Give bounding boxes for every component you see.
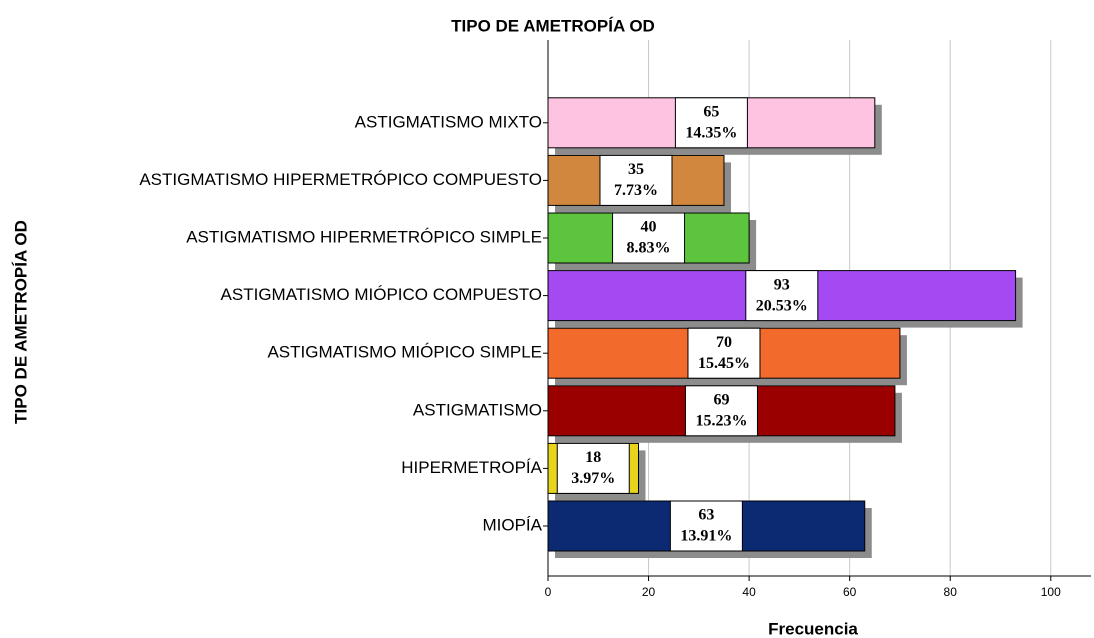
- x-tick-label: 0: [545, 585, 552, 599]
- x-tick-label: 60: [843, 585, 857, 599]
- x-tick-label: 100: [1041, 585, 1061, 599]
- percent-label: 8.83%: [627, 240, 671, 257]
- value-label-box: [669, 500, 743, 552]
- value-label: 18: [585, 449, 601, 466]
- y-tick-label: ASTIGMATISMO MIÓPICO COMPUESTO: [221, 285, 542, 304]
- percent-label: 14.35%: [685, 124, 737, 141]
- y-tick-label: ASTIGMATISMO: [413, 400, 542, 419]
- value-label-box: [599, 154, 673, 206]
- value-label: 65: [703, 103, 719, 120]
- value-label-box: [612, 212, 686, 264]
- value-label: 69: [713, 391, 729, 408]
- y-axis-title: TIPO DE AMETROPÍA OD: [11, 220, 30, 424]
- percent-label: 20.53%: [756, 297, 808, 314]
- value-label: 40: [641, 219, 657, 236]
- x-tick-label: 40: [742, 585, 756, 599]
- value-label-box: [556, 442, 630, 494]
- value-label: 93: [774, 276, 790, 293]
- percent-label: 3.97%: [571, 470, 615, 487]
- x-tick-label: 80: [944, 585, 958, 599]
- y-tick-label: MIOPÍA: [482, 515, 542, 534]
- y-tick-label: ASTIGMATISMO MIÓPICO SIMPLE: [267, 343, 542, 362]
- chart-title: TIPO DE AMETROPÍA OD: [451, 16, 655, 35]
- y-tick-label: ASTIGMATISMO MIXTO: [355, 112, 542, 131]
- percent-label: 15.45%: [698, 355, 750, 372]
- y-tick-label: ASTIGMATISMO HIPERMETRÓPICO SIMPLE: [186, 227, 542, 246]
- value-label: 70: [716, 334, 732, 351]
- value-label-box: [687, 327, 761, 379]
- value-label-box: [684, 385, 758, 437]
- value-label: 35: [628, 161, 644, 178]
- value-label-box: [745, 270, 819, 322]
- percent-label: 7.73%: [614, 182, 658, 199]
- x-tick-label: 20: [642, 585, 656, 599]
- value-label-box: [674, 97, 748, 149]
- y-tick-label: ASTIGMATISMO HIPERMETRÓPICO COMPUESTO: [139, 170, 542, 189]
- x-axis-title: Frecuencia: [768, 619, 858, 638]
- percent-label: 13.91%: [680, 528, 732, 545]
- percent-label: 15.23%: [695, 412, 747, 429]
- y-tick-label: HIPERMETROPÍA: [401, 458, 542, 477]
- value-label: 63: [698, 507, 714, 524]
